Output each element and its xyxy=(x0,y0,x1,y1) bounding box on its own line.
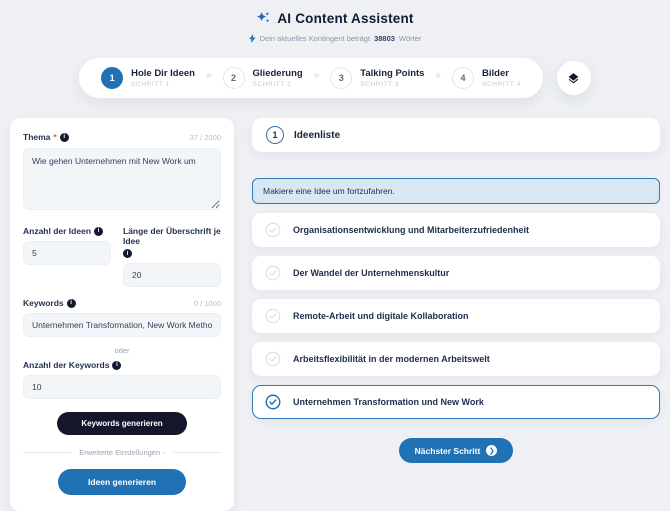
quota-value: 38803 xyxy=(374,34,395,43)
step-gliederung[interactable]: 2 Gliederung SCHRITT 2 xyxy=(222,67,303,89)
bolt-icon xyxy=(248,34,256,43)
step-hole-dir-ideen[interactable]: 1 Hole Dir Ideen SCHRITT 1 xyxy=(101,67,195,89)
check-circle-icon xyxy=(265,265,281,281)
arrow-right-circle-icon: ❯ xyxy=(486,445,498,456)
keywords-label: Keywords i xyxy=(23,298,76,308)
sparkles-icon xyxy=(256,11,271,26)
idea-item-selected[interactable]: Unternehmen Transformation und New Work xyxy=(252,385,660,419)
layers-icon xyxy=(567,72,580,85)
info-icon[interactable]: i xyxy=(123,249,132,258)
step-separator-icon: » xyxy=(205,69,212,81)
keywords-generieren-button[interactable]: Keywords generieren xyxy=(57,412,187,435)
quota-prefix: Dein aktuelles Kontingent beträgt xyxy=(259,34,371,43)
anzahl-keywords-input[interactable] xyxy=(23,375,221,399)
thema-textarea[interactable]: Wie gehen Unternehmen mit New Work um xyxy=(23,148,221,210)
page-title: AI Content Assistent xyxy=(277,11,414,26)
divider-line xyxy=(172,452,221,453)
naechster-schritt-button[interactable]: Nächster Schritt ❯ xyxy=(398,438,514,463)
info-icon[interactable]: i xyxy=(112,360,122,370)
step-number: 4 xyxy=(452,67,475,89)
step-separator-icon: » xyxy=(435,69,442,81)
step-subtitle: SCHRITT 2 xyxy=(252,81,292,88)
divider-line xyxy=(23,452,72,453)
section-title: Ideenliste xyxy=(294,129,341,141)
oder-label: oder xyxy=(114,346,130,355)
app-header: AI Content Assistent Dein aktuelles Kont… xyxy=(0,0,670,43)
idea-label: Unternehmen Transformation und New Work xyxy=(293,397,484,407)
required-asterisk: * xyxy=(53,132,57,142)
next-button-label: Nächster Schritt xyxy=(414,445,481,456)
step-title: Hole Dir Ideen xyxy=(131,68,195,79)
select-idea-alert: Makiere eine Idee um fortzufahren. xyxy=(252,178,660,204)
step-title: Bilder xyxy=(482,68,509,79)
step-title: Gliederung xyxy=(252,68,303,79)
idea-label: Remote-Arbeit und digitale Kollaboration xyxy=(293,311,469,321)
keywords-char-counter: 0 / 1000 xyxy=(193,298,221,308)
check-circle-icon xyxy=(265,222,281,238)
keywords-input[interactable] xyxy=(23,313,221,337)
step-number: 3 xyxy=(330,67,353,89)
quota-suffix: Wörter xyxy=(398,34,422,43)
thema-label: Thema * i xyxy=(23,132,69,142)
anzahl-ideen-label: Anzahl der Ideen i xyxy=(23,226,111,236)
info-icon[interactable]: i xyxy=(66,298,76,308)
advanced-settings-divider: Erweiterte Einstellungen - xyxy=(23,448,221,457)
step-number: 1 xyxy=(101,67,124,89)
info-icon[interactable]: i xyxy=(59,132,69,142)
idea-item[interactable]: Der Wandel der Unternehmenskultur xyxy=(252,256,660,290)
ideenliste-header-card: 1 Ideenliste xyxy=(252,118,660,152)
quota-line: Dein aktuelles Kontingent beträgt 38803 … xyxy=(0,34,670,43)
step-number: 2 xyxy=(222,67,245,89)
ideen-generieren-button[interactable]: Ideen generieren xyxy=(58,469,186,495)
step-title: Talking Points xyxy=(360,68,425,79)
info-icon[interactable]: i xyxy=(94,226,104,236)
laenge-ueberschrift-label: Länge der Überschrift je Idee i xyxy=(123,226,221,258)
check-circle-icon xyxy=(265,308,281,324)
ideas-panel: 1 Ideenliste Makiere eine Idee um fortzu… xyxy=(252,118,660,463)
check-circle-selected-icon xyxy=(265,394,281,410)
step-subtitle: SCHRITT 1 xyxy=(131,81,170,88)
step-subtitle: SCHRITT 3 xyxy=(360,81,400,88)
advanced-settings-toggle[interactable]: Erweiterte Einstellungen - xyxy=(79,448,165,457)
step-subtitle: SCHRITT 4 xyxy=(482,81,521,88)
idea-item[interactable]: Remote-Arbeit und digitale Kollaboration xyxy=(252,299,660,333)
step-bilder[interactable]: 4 Bilder SCHRITT 4 xyxy=(452,67,521,89)
idea-item[interactable]: Arbeitsflexibilität in der modernen Arbe… xyxy=(252,342,660,376)
thema-char-counter: 37 / 2000 xyxy=(189,132,221,142)
check-circle-icon xyxy=(265,351,281,367)
step-talking-points[interactable]: 3 Talking Points SCHRITT 3 xyxy=(330,67,424,89)
idea-form-card: Thema * i 37 / 2000 Wie gehen Unternehme… xyxy=(10,118,234,511)
anzahl-ideen-input[interactable] xyxy=(23,241,111,265)
laenge-ueberschrift-input[interactable] xyxy=(123,263,221,287)
layers-button[interactable] xyxy=(556,61,591,95)
idea-label: Organisationsentwicklung und Mitarbeiter… xyxy=(293,225,530,235)
anzahl-keywords-label: Anzahl der Keywords i xyxy=(23,360,221,370)
step-separator-icon: » xyxy=(313,69,320,81)
idea-item[interactable]: Organisationsentwicklung und Mitarbeiter… xyxy=(252,213,660,247)
idea-label: Der Wandel der Unternehmenskultur xyxy=(293,268,450,278)
stepper: 1 Hole Dir Ideen SCHRITT 1 » 2 Gliederun… xyxy=(79,58,543,98)
section-number-badge: 1 xyxy=(266,126,284,144)
idea-label: Arbeitsflexibilität in der modernen Arbe… xyxy=(293,354,490,364)
